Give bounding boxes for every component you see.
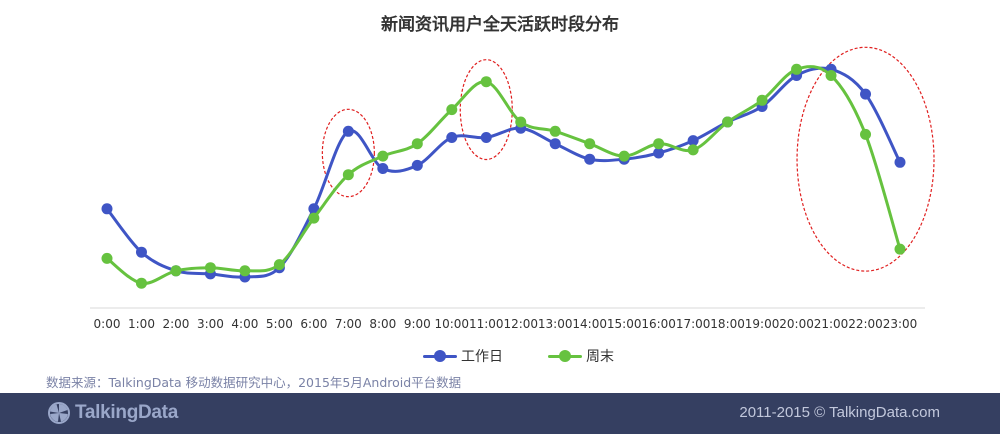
- data-point-weekend-22:00[interactable]: [860, 128, 872, 140]
- series-line-weekend: [105, 65, 902, 285]
- legend-swatch-workday: [423, 345, 457, 367]
- x-tick-label: 18:00: [710, 317, 745, 331]
- data-point-workday-0:00[interactable]: [101, 203, 113, 215]
- x-tick-label: 9:00: [404, 317, 431, 331]
- x-tick-label: 23:00: [883, 317, 918, 331]
- legend-label-workday: 工作日: [461, 349, 503, 365]
- x-tick-label: 13:00: [538, 317, 573, 331]
- data-point-workday-6:00[interactable]: [308, 203, 320, 215]
- data-point-weekend-20:00[interactable]: [791, 63, 803, 75]
- series-workday: [101, 63, 906, 283]
- legend-item-workday[interactable]: 工作日: [423, 345, 503, 367]
- data-point-workday-22:00[interactable]: [860, 88, 872, 100]
- highlight-ellipse-2: [459, 59, 513, 161]
- highlight-layer: [321, 46, 935, 272]
- data-point-weekend-2:00[interactable]: [170, 265, 182, 277]
- data-point-weekend-7:00[interactable]: [342, 169, 354, 181]
- line-chart: 0:00 1:00 2:00 3:00 4:00 5:00 6:00 7:00 8:00 9:00…: [90, 46, 935, 331]
- data-point-weekend-15:00[interactable]: [618, 150, 630, 162]
- data-point-weekend-14:00[interactable]: [584, 138, 596, 150]
- data-point-weekend-6:00[interactable]: [308, 212, 320, 224]
- data-point-weekend-12:00[interactable]: [515, 116, 527, 128]
- data-point-workday-13:00[interactable]: [549, 138, 561, 150]
- x-tick-label: 12:00: [503, 317, 538, 331]
- x-tick-labels: 0:00 1:00 2:00 3:00 4:00 5:00 6:00 7:00 8:00 9:00…: [94, 317, 918, 331]
- data-point-workday-16:00[interactable]: [653, 147, 665, 159]
- x-tick-label: 15:00: [607, 317, 642, 331]
- data-point-weekend-8:00[interactable]: [377, 150, 389, 162]
- x-tick-label: 5:00: [266, 317, 293, 331]
- data-point-weekend-11:00[interactable]: [480, 76, 492, 88]
- x-tick-label: 3:00: [197, 317, 224, 331]
- highlight-ellipse-1: [321, 108, 375, 198]
- series-layer: [101, 63, 906, 289]
- legend-label-weekend: 周末: [586, 349, 614, 365]
- legend-swatch-weekend: [548, 345, 582, 367]
- data-point-weekend-3:00[interactable]: [204, 262, 216, 274]
- data-point-weekend-4:00[interactable]: [239, 265, 251, 277]
- data-point-workday-17:00[interactable]: [687, 135, 699, 147]
- chart-title: 新闻资讯用户全天活跃时段分布: [381, 15, 619, 35]
- data-point-weekend-10:00[interactable]: [446, 104, 458, 116]
- data-point-workday-10:00[interactable]: [446, 132, 458, 143]
- talkingdata-logo-icon: [48, 402, 70, 424]
- data-point-workday-14:00[interactable]: [584, 153, 596, 165]
- data-point-weekend-18:00[interactable]: [722, 116, 734, 128]
- legend: 工作日 周末: [0, 345, 1000, 367]
- x-tick-label: 0:00: [94, 317, 121, 331]
- data-point-weekend-19:00[interactable]: [756, 94, 768, 106]
- data-point-workday-9:00[interactable]: [411, 159, 423, 171]
- logo-text: TalkingData: [75, 402, 178, 423]
- legend-item-weekend[interactable]: 周末: [548, 345, 614, 367]
- series-weekend: [101, 63, 906, 289]
- data-point-workday-23:00[interactable]: [894, 156, 906, 168]
- data-point-weekend-17:00[interactable]: [687, 144, 699, 156]
- footer-bar: TalkingData 2011-2015 © TalkingData.com: [0, 393, 1000, 434]
- x-tick-label: 1:00: [128, 317, 155, 331]
- data-point-workday-1:00[interactable]: [135, 246, 147, 258]
- x-tick-label: 17:00: [676, 317, 711, 331]
- data-point-weekend-9:00[interactable]: [411, 138, 423, 150]
- data-point-weekend-23:00[interactable]: [894, 243, 906, 255]
- x-tick-label: 7:00: [335, 317, 362, 331]
- x-tick-label: 10:00: [434, 317, 469, 331]
- x-tick-label: 8:00: [369, 317, 396, 331]
- x-tick-label: 11:00: [469, 317, 504, 331]
- data-point-workday-8:00[interactable]: [377, 163, 389, 174]
- data-point-workday-7:00[interactable]: [342, 125, 354, 137]
- x-tick-label: 16:00: [641, 317, 676, 331]
- talkingdata-logo[interactable]: TalkingData: [48, 402, 178, 424]
- data-point-weekend-1:00[interactable]: [135, 277, 147, 289]
- data-point-weekend-21:00[interactable]: [825, 70, 837, 81]
- data-source-note: 数据来源：TalkingData 移动数据研究中心，2015年5月Android…: [46, 375, 462, 390]
- x-tick-label: 22:00: [848, 317, 883, 331]
- copyright-text: 2011-2015 © TalkingData.com: [739, 404, 940, 421]
- data-point-workday-11:00[interactable]: [480, 132, 492, 143]
- x-tick-label: 20:00: [779, 317, 814, 331]
- x-tick-label: 6:00: [300, 317, 327, 331]
- x-tick-label: 19:00: [745, 317, 780, 331]
- x-tick-label: 14:00: [572, 317, 607, 331]
- highlight-ellipse-3: [796, 46, 935, 272]
- x-tick-label: 4:00: [231, 317, 258, 331]
- data-point-weekend-0:00[interactable]: [101, 252, 113, 264]
- x-tick-label: 21:00: [814, 317, 849, 331]
- x-tick-label: 2:00: [162, 317, 189, 331]
- data-point-weekend-16:00[interactable]: [653, 138, 665, 150]
- data-point-weekend-13:00[interactable]: [549, 125, 561, 137]
- data-point-weekend-5:00[interactable]: [273, 259, 285, 271]
